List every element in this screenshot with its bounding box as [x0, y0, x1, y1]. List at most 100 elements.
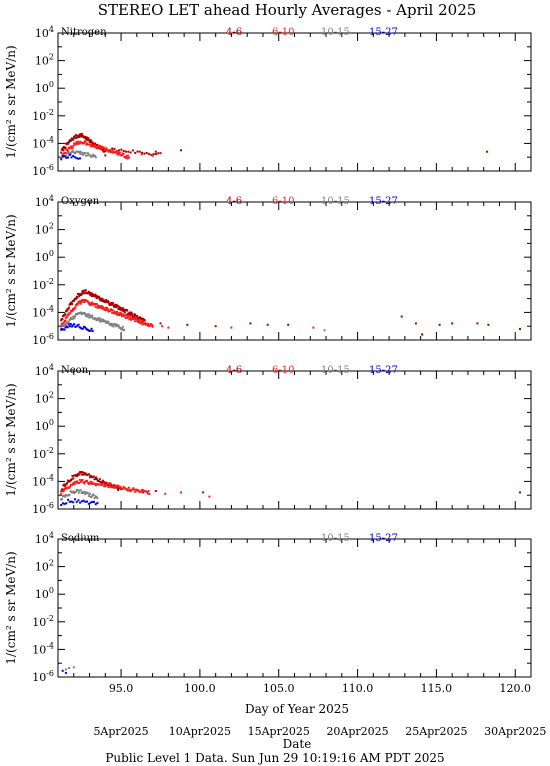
data-point [121, 328, 124, 330]
data-point [159, 152, 162, 155]
data-point [88, 482, 91, 485]
data-point [98, 305, 101, 308]
data-point [147, 322, 150, 325]
y-tick-exponent: -4 [46, 473, 54, 482]
y-tick-label: 10-6 [32, 501, 54, 516]
y-tick-exponent: 2 [49, 53, 54, 62]
y-tick-exponent: -2 [46, 108, 54, 117]
data-point [79, 302, 82, 305]
data-point [109, 483, 112, 486]
data-point [81, 290, 84, 293]
data-point [82, 471, 85, 474]
data-point [72, 477, 75, 480]
data-point [86, 479, 88, 482]
series-15-27 [60, 498, 99, 506]
data-point [69, 303, 72, 305]
date-tick-label: 20Apr2025 [326, 725, 388, 738]
data-point [100, 318, 103, 321]
data-point [122, 150, 125, 152]
data-point [79, 133, 82, 136]
y-axis-label: 1/(cm² s sr MeV/n) [4, 551, 18, 664]
data-point [89, 501, 92, 504]
data-point [154, 490, 157, 493]
y-tick-label: 10-4 [32, 304, 54, 319]
legend-10-15: 10-15 [321, 27, 350, 38]
data-point [61, 318, 64, 321]
data-point [114, 306, 117, 309]
data-point [94, 305, 97, 308]
data-point [87, 492, 90, 495]
data-point [105, 481, 108, 484]
series-4-6 [60, 132, 488, 157]
data-point [127, 489, 129, 492]
y-tick-exponent: 0 [49, 249, 54, 258]
data-point [78, 472, 81, 475]
data-point [92, 293, 94, 296]
data-point [83, 292, 86, 295]
data-point [95, 294, 97, 297]
data-point [64, 326, 67, 329]
y-tick-exponent: -4 [46, 304, 54, 313]
data-point [88, 494, 90, 497]
data-point [61, 488, 64, 491]
data-point [149, 324, 152, 327]
data-point [68, 306, 70, 309]
data-point [118, 314, 121, 317]
data-point [90, 316, 93, 318]
data-point [71, 475, 74, 478]
data-point [110, 151, 113, 154]
data-point [70, 478, 73, 481]
data-point [108, 485, 111, 488]
series-15-27 [60, 153, 82, 161]
data-point [76, 474, 79, 477]
data-point [74, 314, 77, 317]
data-point [89, 480, 92, 483]
data-point [111, 309, 114, 312]
data-point [100, 306, 102, 309]
data-point [68, 325, 71, 328]
data-point [84, 300, 87, 303]
data-point [73, 156, 76, 159]
data-point [79, 157, 82, 160]
data-point [107, 301, 110, 304]
data-point [151, 154, 154, 157]
legend-15-27: 15-27 [369, 196, 398, 207]
data-point [121, 154, 124, 157]
data-point [106, 482, 109, 485]
data-point [117, 313, 120, 316]
data-point [61, 328, 64, 330]
data-point [140, 153, 143, 156]
data-point [67, 152, 70, 155]
data-point [98, 317, 101, 320]
y-tick-exponent: 4 [49, 194, 54, 203]
data-point [134, 151, 137, 154]
data-point [69, 312, 72, 315]
data-point [323, 329, 326, 332]
data-point [70, 500, 73, 503]
legend-10-15: 10-15 [321, 533, 350, 544]
data-point [61, 147, 64, 150]
data-point [100, 305, 103, 307]
data-point [135, 314, 138, 317]
data-point [63, 321, 66, 324]
data-point [113, 484, 116, 487]
data-point [89, 329, 92, 332]
data-point [76, 303, 79, 306]
data-point [94, 503, 97, 506]
data-point [67, 323, 70, 326]
data-point [66, 148, 69, 151]
data-point [111, 303, 114, 306]
data-point [90, 327, 93, 330]
data-point [133, 320, 136, 323]
data-point [74, 498, 76, 501]
data-point [127, 486, 130, 489]
data-point [101, 149, 104, 152]
plot-frame [57, 538, 532, 678]
y-tick-label: 10-2 [32, 614, 54, 629]
data-point [126, 309, 129, 312]
data-point [141, 151, 144, 154]
data-point [69, 485, 72, 488]
data-point [123, 311, 126, 314]
footer-text: Public Level 1 Data. Sun Jun 29 10:19:16… [105, 751, 444, 765]
data-point [89, 154, 92, 157]
